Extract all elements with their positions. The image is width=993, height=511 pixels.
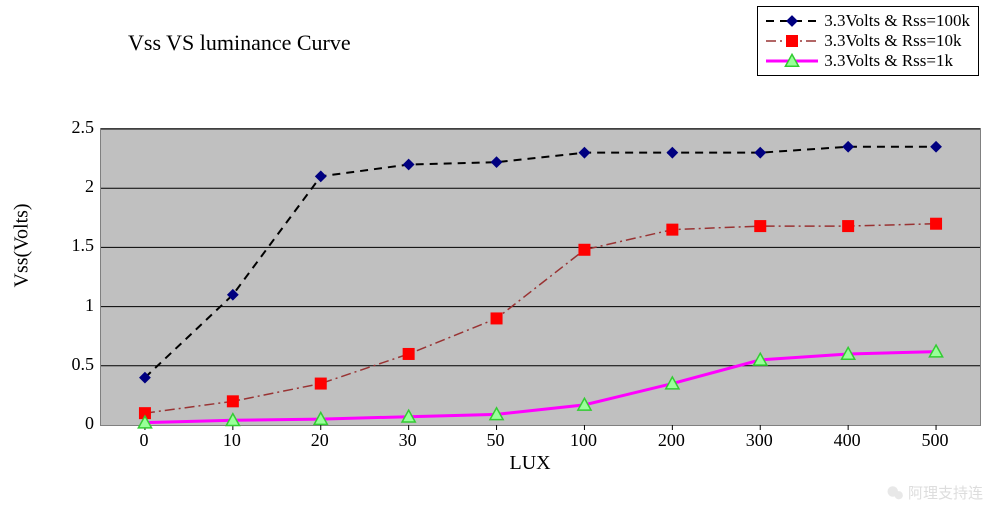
x-tick-label: 400 <box>817 430 877 451</box>
chart-title: Vss VS luminance Curve <box>128 30 351 56</box>
legend-swatch <box>766 53 818 69</box>
y-tick-label: 1 <box>85 295 94 316</box>
x-tick-label: 500 <box>905 430 965 451</box>
legend-label: 3.3Volts & Rss=10k <box>824 31 961 51</box>
y-axis-title: Vss(Volts) <box>11 264 34 288</box>
x-tick-label: 10 <box>202 430 262 451</box>
watermark: 阿理支持连 <box>886 482 983 503</box>
y-tick-label: 2 <box>85 176 94 197</box>
legend-item: 3.3Volts & Rss=10k <box>766 31 970 51</box>
x-tick-label: 30 <box>378 430 438 451</box>
legend: 3.3Volts & Rss=100k3.3Volts & Rss=10k3.3… <box>757 6 979 76</box>
x-tick-label: 200 <box>641 430 701 451</box>
legend-label: 3.3Volts & Rss=100k <box>824 11 970 31</box>
plot-svg <box>101 129 980 425</box>
x-tick-label: 20 <box>290 430 350 451</box>
chart-container: Vss VS luminance Curve Vss(Volts) LUX 3.… <box>0 0 993 511</box>
y-tick-label: 0.5 <box>72 354 95 375</box>
x-tick-label: 100 <box>553 430 613 451</box>
y-tick-label: 0 <box>85 413 94 434</box>
y-tick-label: 1.5 <box>72 235 95 256</box>
legend-item: 3.3Volts & Rss=1k <box>766 51 970 71</box>
legend-label: 3.3Volts & Rss=1k <box>824 51 953 71</box>
legend-item: 3.3Volts & Rss=100k <box>766 11 970 31</box>
legend-swatch <box>766 33 818 49</box>
x-axis-title: LUX <box>510 452 551 475</box>
x-tick-label: 300 <box>729 430 789 451</box>
y-tick-label: 2.5 <box>72 117 95 138</box>
x-tick-label: 50 <box>466 430 526 451</box>
legend-swatch <box>766 13 818 29</box>
x-tick-label: 0 <box>114 430 174 451</box>
plot-area <box>100 128 981 426</box>
wechat-icon <box>886 484 904 502</box>
watermark-text: 阿理支持连 <box>908 482 983 503</box>
